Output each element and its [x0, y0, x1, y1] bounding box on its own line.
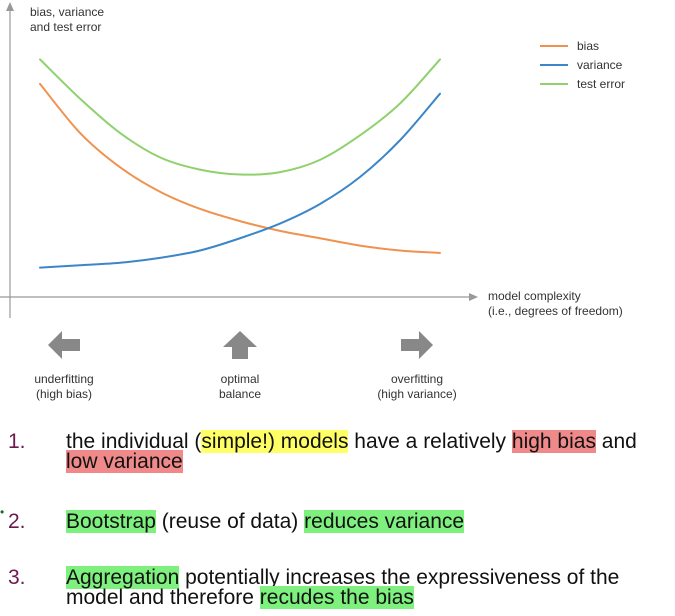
- arrow-left-icon: [48, 331, 80, 359]
- highlighted-text: Aggregation: [66, 566, 180, 589]
- legend-swatch-bias: [540, 44, 568, 47]
- region-optimal-line1: optimal: [220, 372, 260, 386]
- region-optimal-line2: balance: [218, 387, 262, 401]
- legend-item-variance: variance: [540, 55, 625, 74]
- note-text-segment: (reuse of data): [155, 510, 305, 533]
- note-number: 3.: [8, 566, 26, 589]
- highlighted-text: low variance: [66, 450, 183, 473]
- highlighted-text: Bootstrap: [66, 510, 156, 533]
- highlighted-text: simple!) models: [201, 430, 349, 453]
- legend-item-test-error: test error: [540, 74, 625, 93]
- note-text-segment: and: [595, 430, 637, 453]
- legend-item-bias: bias: [540, 36, 625, 55]
- legend-swatch-variance: [540, 63, 568, 66]
- note-text-segment: have a relatively: [348, 430, 512, 453]
- note-text: the individual (simple!) models have a r…: [66, 430, 666, 473]
- note-text: Bootstrap (reuse of data) reduces varian…: [66, 510, 666, 533]
- arrow-up-icon: [223, 331, 257, 359]
- y-axis-label-line2: and test error: [30, 20, 102, 34]
- chart-series: [39, 58, 441, 269]
- chart-legend: bias variance test error: [540, 36, 625, 93]
- region-overfitting-line2: (high variance): [377, 387, 457, 401]
- region-optimal: optimal balance: [180, 330, 300, 402]
- y-axis-label-line1: bias, variance: [30, 5, 105, 19]
- legend-swatch-test-error: [540, 82, 568, 85]
- note-number: 1.: [8, 430, 26, 453]
- y-axis-arrowhead: [6, 2, 14, 11]
- bias-variance-chart: [0, 2, 478, 318]
- series-line-bias: [39, 82, 441, 254]
- x-axis-label: model complexity (i.e., degrees of freed…: [488, 289, 623, 319]
- y-axis-label: bias, variance and test error: [30, 5, 104, 35]
- bullet-marker: •: [0, 505, 5, 519]
- series-line-test-error: [39, 58, 441, 176]
- note-number: 2.: [8, 510, 26, 533]
- highlighted-text: high bias: [511, 430, 596, 453]
- note-text-segment: potentially increases the expressiveness…: [66, 566, 620, 609]
- highlighted-text: reduces variance: [304, 510, 465, 533]
- legend-label-bias: bias: [577, 38, 600, 53]
- region-underfitting: underfitting (high bias): [4, 330, 124, 402]
- x-axis-arrowhead: [469, 293, 478, 301]
- legend-label-test-error: test error: [577, 76, 626, 91]
- highlighted-text: recudes the bias: [259, 586, 414, 609]
- legend-label-variance: variance: [577, 57, 623, 72]
- region-underfitting-line2: (high bias): [35, 387, 93, 401]
- note-text-segment: the individual (: [66, 430, 202, 453]
- chart-axes: [0, 2, 478, 318]
- arrow-right-icon: [401, 331, 433, 359]
- region-overfitting: overfitting (high variance): [357, 330, 477, 402]
- x-axis-label-line2: (i.e., degrees of freedom): [488, 304, 623, 318]
- x-axis-label-line1: model complexity: [488, 289, 581, 303]
- region-overfitting-line1: overfitting: [390, 372, 444, 386]
- series-line-variance: [39, 92, 441, 269]
- note-text: Aggregation potentially increases the ex…: [66, 566, 666, 609]
- region-underfitting-line1: underfitting: [34, 372, 94, 386]
